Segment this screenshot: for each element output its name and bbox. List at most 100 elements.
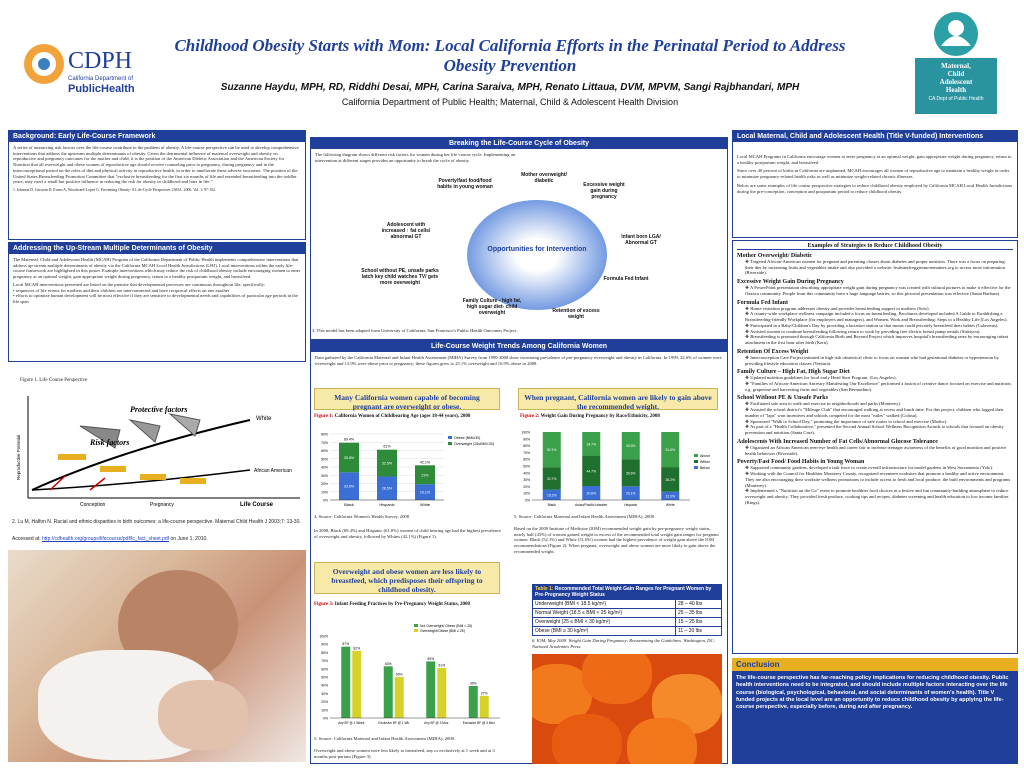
data-label: 69% <box>427 657 434 661</box>
poster-authors: Suzanne Haydu, MPH, RD, Riddhi Desai, MP… <box>220 82 800 93</box>
bar <box>468 686 478 718</box>
bar-segment <box>661 467 680 492</box>
y-tick-label: 100% <box>521 431 530 435</box>
y-tick-label: 0% <box>525 499 530 503</box>
bar <box>479 695 489 718</box>
legend-swatch <box>448 436 452 439</box>
fig1-protective-label: Protective factors <box>130 405 188 414</box>
chart-1-svg: 0% 10% 20% 30% 40% 50% 60% 70% 80% 33.6% 35.8% 69.4… <box>321 433 494 508</box>
bar-overweight <box>415 465 435 485</box>
legend-label: Obese (BMI≥30) <box>454 436 480 440</box>
example-group-heading: Adolescents With Increased Number of Fat… <box>737 438 938 445</box>
conclusion-text: The life-course perspective has far-reac… <box>732 671 1018 716</box>
example-item: ❖ Organized an African American teen-eye… <box>745 444 1007 456</box>
accessed-link[interactable]: http://cdhealth.org/groups/lifecourse/pd… <box>42 536 170 542</box>
ref-2: 2. Lu M, Halfon N. Racial and ethnic dis… <box>12 519 301 525</box>
data-label: 23% <box>421 473 429 477</box>
example-item: ❖ As part of a "Health Collaborative," p… <box>745 424 1004 436</box>
example-item: ❖ A county-wide workplace wellness campa… <box>745 311 1008 323</box>
background-heading: Background: Early Life-Course Framework <box>9 131 305 142</box>
chart-3-svg: 0% 10% 20% 30% 40% 50% 60% 70% 80% 90% 100% 87% 82% A… <box>319 624 500 725</box>
x-tick-label: Any BF @ 1 Week <box>338 721 365 725</box>
svg-text:Conception: Conception <box>80 502 106 508</box>
example-group-heading: Retention Of Excess Weight <box>737 348 809 355</box>
y-tick-label: 20% <box>321 700 328 704</box>
table-row: Normal Weight (18.5 ≤ BMI < 25 kg/m²) 25 … <box>532 608 723 618</box>
legend-swatch <box>414 624 418 627</box>
x-tick-label: Black <box>548 503 557 507</box>
bar-obese <box>415 484 435 500</box>
bar-segment <box>621 459 640 487</box>
y-tick-label: 20% <box>321 482 328 486</box>
legend-label: Within <box>700 460 710 464</box>
examples-section: Examples of Strategies to Reduce Childho… <box>732 240 1018 654</box>
cycle-node-2: Excessive weight gain during pregnancy <box>583 182 625 200</box>
y-tick-label: 60% <box>321 667 328 671</box>
y-tick-label: 50% <box>321 676 328 680</box>
y-tick-label: 80% <box>321 651 328 655</box>
y-tick-label: 90% <box>523 437 530 441</box>
y-tick-label: 50% <box>523 465 530 469</box>
fig3-chart-title: Figure 3: Infant Feeding Practices by Pr… <box>314 602 471 607</box>
y-tick-label: 90% <box>321 643 328 647</box>
background-section: Background: Early Life-Course Framework … <box>8 130 306 240</box>
cycle-section: Breaking the Life-Course Cycle of Obesit… <box>310 137 728 340</box>
bar <box>352 650 362 718</box>
y-tick-label: 70% <box>523 451 530 455</box>
fig3-source: 5. Source: California Maternal and Infan… <box>314 736 456 741</box>
example-item: ❖ Implemented a "Nutrition on the Go" ev… <box>745 488 1009 505</box>
fig2-source: 5. Source: California Maternal and Infan… <box>514 514 656 519</box>
x-tick-label: Black <box>344 502 354 507</box>
cycle-node-5: Retention of excess weight <box>552 308 600 320</box>
example-group-heading: Family Culture – High Fat, High Sugar Di… <box>737 369 850 376</box>
data-label: 12.2% <box>665 494 675 498</box>
table-title: Table 1: Recommended Total Weight Gain R… <box>532 584 722 600</box>
mcah-logo: Maternal, Child Adolescent Health CA Dep… <box>915 6 997 114</box>
legend-label: Above <box>700 454 710 458</box>
data-label: 52.1% <box>547 448 557 452</box>
data-label: 36.2% <box>665 478 675 482</box>
x-tick-label: Exclusive BF @ 1 Wk <box>378 721 409 725</box>
y-tick-label: 40% <box>523 471 530 475</box>
y-tick-label: 100% <box>319 635 328 639</box>
x-tick-label: Any BF @ 3 Mos <box>424 721 449 725</box>
data-label: 51.6% <box>665 448 675 452</box>
example-group-heading: Poverty/Fast Food/ Food Habits in Young … <box>737 459 865 466</box>
legend-swatch <box>448 442 452 445</box>
bar-segment <box>582 455 601 486</box>
upstream-section: Addressing the Up-Stream Multiple Determ… <box>8 242 306 362</box>
example-item: ❖ Interconception Care Project initiated… <box>745 354 999 366</box>
cycle-node-6: Family Culture - high fat, high sugar di… <box>462 298 522 316</box>
chart-2-svg: 0% 10% 20% 30% 40% 50% 60% 70% 80% 90% 100% 15.2% 32… <box>521 431 710 508</box>
cycle-diagram: Opportunities for Intervention <box>427 166 627 326</box>
yellow-callout-2: When pregnant, California women are like… <box>518 388 718 411</box>
data-label: 82% <box>353 646 360 650</box>
peppers-photo <box>532 654 722 764</box>
bar-segment <box>661 432 680 468</box>
chart-2-container: 0% 10% 20% 30% 40% 50% 60% 70% 80% 90% 100% 15.2% 32… <box>514 428 722 512</box>
weight-gain-table: Table 1: Recommended Total Weight Gain R… <box>532 584 723 649</box>
example-item: ❖ Breastfeeding is promoted through Cali… <box>745 334 1009 346</box>
lhj-section: Local Maternal, Child and Adolescent Hea… <box>732 130 1018 238</box>
bar-obese <box>377 476 397 500</box>
examples-list: Mother Overweight/ Diabetic ❖ Targeted Af… <box>737 253 1013 506</box>
x-tick-label: Asian/Pacific Islander <box>575 503 608 507</box>
chart-3-container: 0% 10% 20% 30% 40% 50% 60% 70% 80% 90% 100% 87% 82% A… <box>314 622 504 734</box>
cdph-logo-text: CDPH <box>68 48 132 74</box>
example-item: ❖ "Families of African-American Ancestry… <box>745 381 1012 392</box>
upstream-text-1: The Maternal, Child and Adolescent Healt… <box>13 257 301 280</box>
example-item: ❖ Sponsored "Walk to School Day," promot… <box>745 418 948 424</box>
background-ref: 1. Johnson D, Gerstein D, Evans A, Woodw… <box>13 188 216 193</box>
fig1-risk-label: Risk factors <box>89 438 129 447</box>
y-tick-label: 0% <box>323 717 328 721</box>
bar-segment <box>542 432 561 468</box>
y-tick-label: 0% <box>323 499 328 503</box>
fig1-source: 4. Source: California Women's Health Sur… <box>314 514 409 519</box>
bar <box>437 667 447 718</box>
example-group-heading: Formula Fed Infant <box>737 299 788 306</box>
example-group-heading: Mother Overweight/ Diabetic <box>737 253 813 259</box>
bar <box>341 646 351 718</box>
upstream-text-2: Local MCAH interventions presented are b… <box>13 281 266 287</box>
y-tick-label: 60% <box>523 458 530 462</box>
example-item: ❖ A PowerPoint presentation describing a… <box>745 285 1011 296</box>
